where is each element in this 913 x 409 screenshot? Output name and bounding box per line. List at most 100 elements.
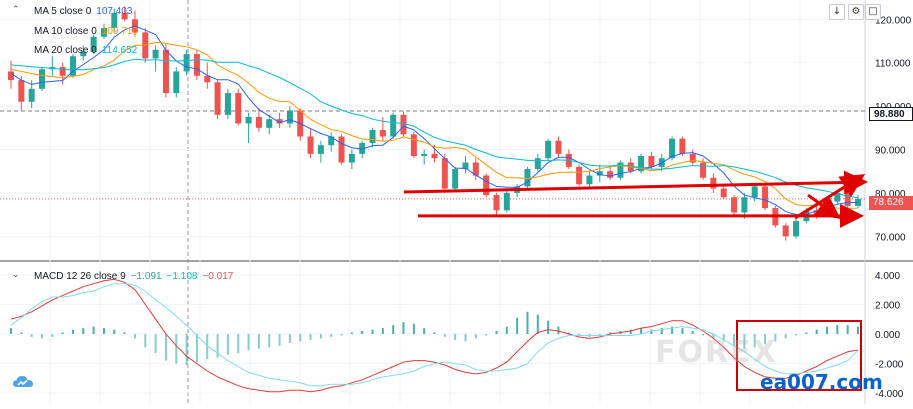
candle-body bbox=[193, 54, 200, 76]
candle-body bbox=[100, 28, 107, 37]
up-pointer-arrow bbox=[794, 174, 866, 220]
settings-icon[interactable]: ⚙ bbox=[848, 4, 864, 20]
macd-histogram-bar bbox=[175, 334, 178, 364]
macd-histogram-bar bbox=[216, 334, 219, 358]
macd-histogram-bar bbox=[836, 325, 839, 334]
tradingview-logo-icon[interactable] bbox=[12, 374, 34, 390]
macd-histogram-bar bbox=[629, 329, 632, 334]
macd-tick-label: 0.000 bbox=[875, 330, 900, 341]
legend-ma20: MA 20 close 0 114.652 bbox=[34, 45, 137, 56]
candle-body bbox=[317, 145, 324, 154]
candle-body bbox=[431, 153, 438, 159]
macd-histogram-bar bbox=[764, 334, 767, 345]
macd-histogram-bar bbox=[753, 334, 756, 348]
macd-histogram-bar bbox=[164, 334, 167, 361]
signal-line bbox=[10, 283, 859, 387]
candle-body bbox=[689, 153, 696, 163]
candle-body bbox=[462, 162, 469, 170]
legend-ma20-label: MA 20 close 0 bbox=[34, 45, 97, 56]
candle-body bbox=[121, 12, 128, 20]
macd-histogram-bar bbox=[433, 332, 436, 334]
macd-histogram-bar bbox=[795, 334, 798, 336]
macd-histogram-bar bbox=[144, 334, 147, 348]
candle-body bbox=[80, 51, 87, 57]
legend-ma5: MA 5 close 0 107.403 bbox=[34, 6, 132, 17]
macd-histogram-bar bbox=[350, 332, 353, 334]
price-tick-label: 90.000 bbox=[875, 146, 906, 157]
candle-body bbox=[421, 153, 428, 157]
macd-histogram-bar bbox=[598, 334, 601, 336]
macd-histogram-bar bbox=[206, 334, 209, 360]
macd-histogram-bar bbox=[857, 326, 859, 334]
candle-body bbox=[28, 88, 35, 102]
macd-histogram-bar bbox=[536, 314, 539, 334]
candle-body bbox=[183, 54, 190, 72]
candle-body bbox=[111, 12, 118, 29]
candle-body bbox=[751, 186, 758, 198]
macd-histogram-bar bbox=[381, 328, 384, 334]
legend-ma20-value: 114.652 bbox=[101, 45, 138, 56]
macd-histogram-bar bbox=[247, 334, 250, 351]
candle-body bbox=[8, 71, 14, 81]
macd-histogram-bar bbox=[30, 334, 33, 337]
legend-ma5-label: MA 5 close 0 bbox=[34, 6, 92, 17]
candle-body bbox=[359, 143, 366, 154]
candle-body bbox=[638, 156, 645, 172]
macd-histogram-bar bbox=[640, 328, 643, 334]
macd-histogram-bar bbox=[309, 334, 312, 340]
macd-histogram-bar bbox=[826, 326, 829, 334]
candle-body bbox=[483, 175, 490, 196]
macd-histogram-bar bbox=[485, 334, 488, 336]
macd-histogram-bar bbox=[113, 329, 116, 334]
macd-histogram-bar bbox=[257, 334, 260, 349]
macd-histogram-bar bbox=[474, 334, 477, 339]
brand-text: ea007.com bbox=[760, 370, 883, 394]
candle-body bbox=[204, 75, 211, 83]
candle-body bbox=[224, 93, 231, 115]
macd-histogram-bar bbox=[123, 332, 126, 334]
macd-histogram-bar bbox=[609, 332, 612, 334]
candle-body bbox=[338, 136, 345, 163]
macd-histogram-bar bbox=[299, 334, 302, 342]
chevron-down-icon[interactable]: ⌄ bbox=[12, 270, 20, 280]
macd-histogram-bar bbox=[61, 332, 64, 334]
macd-histogram-bar bbox=[505, 326, 508, 334]
macd-histogram-bar bbox=[237, 334, 240, 354]
macd-histogram-bar bbox=[547, 320, 550, 334]
candle-body bbox=[38, 69, 45, 89]
legend-ma5-value: 107.403 bbox=[96, 6, 133, 17]
macd-histogram-bar bbox=[226, 334, 229, 355]
macd-histogram-bar bbox=[733, 334, 736, 346]
short-pointer-arrow bbox=[807, 193, 841, 220]
legend-ma10: MA 10 close 0 109.710 bbox=[34, 26, 138, 37]
candle-body bbox=[328, 136, 335, 146]
macd-histogram-bar bbox=[154, 334, 157, 354]
candle-body bbox=[452, 169, 459, 189]
candle-body bbox=[534, 158, 541, 170]
maximize-icon[interactable]: □ bbox=[865, 4, 881, 20]
macd-tick-label: -4.000 bbox=[875, 389, 904, 400]
candle-body bbox=[503, 192, 510, 211]
macd-histogram-bar bbox=[681, 328, 684, 334]
macd-histogram-bar bbox=[40, 334, 43, 339]
macd-line bbox=[10, 278, 859, 393]
candle-body bbox=[18, 80, 25, 102]
candle-body bbox=[390, 114, 397, 137]
legend-hist-value: −0.017 bbox=[202, 271, 234, 282]
macd-histogram-bar bbox=[340, 334, 343, 336]
macd-histogram-bar bbox=[567, 332, 570, 334]
macd-histogram-bar bbox=[660, 328, 663, 334]
macd-histogram-bar bbox=[526, 311, 529, 334]
macd-histogram-bar bbox=[702, 334, 705, 336]
macd-histogram-bar bbox=[195, 334, 198, 363]
ma5-line bbox=[10, 25, 858, 216]
collapse-legend-icon[interactable]: ⌃ bbox=[12, 5, 20, 15]
candle-body bbox=[379, 130, 386, 137]
scroll-down-button[interactable]: ↓ bbox=[829, 4, 845, 20]
candle-body bbox=[369, 130, 376, 144]
macd-histogram-bar bbox=[495, 331, 498, 334]
macd-histogram-bar bbox=[330, 334, 333, 337]
candle-body bbox=[214, 82, 221, 115]
